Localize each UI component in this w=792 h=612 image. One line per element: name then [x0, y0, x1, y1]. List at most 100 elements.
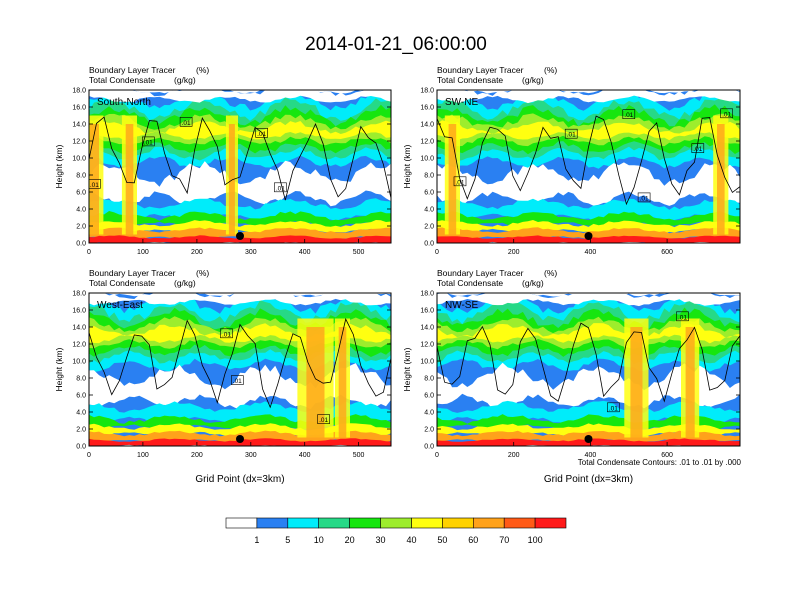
y-tick-label: 10.0 [420, 156, 434, 163]
field: .01 .01 .01 .01 .01 .01 [437, 90, 740, 243]
subtitle-tracer: Boundary Layer Tracer [437, 65, 524, 75]
y-tick-label: 12.0 [72, 139, 86, 146]
field-band-50 [437, 323, 740, 344]
colorbar-label: 60 [468, 535, 478, 545]
field-gap-top [437, 90, 740, 104]
y-axis-label: Height (km) [402, 347, 412, 391]
subtitle-condensate: Total Condensate [89, 278, 155, 288]
y-tick-label: 16.0 [72, 308, 86, 315]
y-axis-label: Height (km) [54, 144, 64, 188]
plot-frame [436, 292, 741, 447]
contour-line [89, 317, 391, 409]
contour-label: .01 [90, 182, 99, 189]
y-tick-label: 0.0 [424, 444, 434, 451]
contour-label-box [676, 311, 689, 322]
field-gap-top [89, 90, 391, 103]
x-tick-label: 500 [353, 452, 365, 459]
subtitle-condensate-unit: (g/kg) [174, 278, 196, 288]
contour-label-box [231, 375, 244, 385]
contour-line [89, 116, 391, 201]
colorbar-swatch [411, 517, 443, 529]
convective-plume-core [448, 124, 457, 235]
colorbar-swatch [442, 517, 474, 529]
contour-label-box [607, 402, 620, 413]
colorbar-swatch [318, 517, 350, 529]
contour-label-box [89, 179, 101, 189]
colorbar-label: 5 [285, 535, 290, 545]
panel-top-left: .01 .01 .01 .01 .01 Boundary Layer Tracer (%) T… [54, 65, 392, 256]
figure-title: 2014-01-21_06:00:00 [305, 34, 487, 55]
y-tick-label: 6.0 [424, 393, 434, 400]
y-tick-label: 10.0 [420, 359, 434, 366]
field-gap-top [89, 293, 391, 306]
contour-label: .01 [678, 314, 687, 321]
contour-label: .01 [624, 112, 633, 119]
field-band-50 [437, 120, 740, 141]
subtitle-tracer: Boundary Layer Tracer [89, 65, 176, 75]
y-tick-label: 16.0 [420, 308, 434, 315]
x-tick-label: 100 [137, 249, 149, 256]
contour-label-box [274, 182, 287, 193]
cross-section-marker [584, 232, 593, 240]
y-tick-label: 0.0 [76, 241, 86, 248]
subtitle-condensate: Total Condensate [437, 75, 503, 85]
region-label: SW-NE [445, 97, 478, 108]
x-tick-label: 400 [585, 249, 597, 256]
panel-bottom-left: .01 .01 .01 Boundary Layer Tracer (%) Total C… [54, 268, 392, 485]
x-tick-label: 0 [435, 452, 439, 459]
colorbar-swatch [472, 517, 505, 529]
colorbar: 1 5 10 20 30 40 50 60 70 100 [225, 517, 567, 545]
y-tick-label: 0.0 [76, 444, 86, 451]
y-tick-label: 2.0 [424, 427, 434, 434]
convective-plume-core [306, 327, 325, 438]
plot-frame [436, 89, 741, 244]
contour-label-box [622, 109, 636, 119]
x-tick-label: 0 [435, 249, 439, 256]
contour-label-box [255, 128, 268, 138]
plot-frame [88, 89, 392, 244]
y-tick-label: 8.0 [76, 376, 86, 383]
x-tick-label: 100 [137, 452, 149, 459]
field-band-low-30 [89, 211, 391, 228]
convective-plume-core [685, 327, 695, 438]
y-axis-label: Height (km) [54, 347, 64, 391]
y-tick-label: 16.0 [72, 105, 86, 112]
contour-line [437, 322, 740, 403]
x-axis-label: Grid Point (dx=3km) [195, 474, 284, 485]
contour-note: Total Condensate Contours: .01 to .01 by… [578, 458, 742, 467]
field-gap-1 [437, 162, 740, 206]
x-tick-label: 400 [299, 249, 311, 256]
contour-label: .01 [319, 417, 328, 424]
y-tick-label: 2.0 [424, 224, 434, 231]
y-tick-label: 2.0 [76, 224, 86, 231]
field-band-40 [89, 113, 391, 146]
field-gap-1 [89, 160, 391, 208]
convective-plume-core [630, 327, 643, 438]
subtitle-condensate: Total Condensate [89, 75, 155, 85]
y-tick-label: 12.0 [420, 342, 434, 349]
region-label: South-North [97, 97, 151, 108]
subtitle-tracer-unit: (%) [544, 268, 557, 278]
contour-label: .01 [276, 185, 285, 192]
colorbar-swatch [349, 517, 381, 529]
y-tick-label: 16.0 [420, 105, 434, 112]
subtitle-tracer: Boundary Layer Tracer [437, 268, 524, 278]
y-tick-label: 14.0 [420, 122, 434, 129]
contour-label: .01 [222, 331, 231, 338]
y-tick-label: 6.0 [76, 190, 86, 197]
colorbar-label: 40 [406, 535, 416, 545]
field-band-50 [89, 120, 391, 141]
subtitle-tracer-unit: (%) [196, 65, 209, 75]
y-tick-label: 14.0 [72, 122, 86, 129]
field: .01 .01 .01 [89, 293, 391, 446]
contour-label: .01 [609, 405, 618, 412]
x-tick-label: 0 [87, 249, 91, 256]
y-axis-label: Height (km) [402, 144, 412, 188]
x-tick-label: 300 [245, 452, 257, 459]
x-tick-label: 200 [191, 452, 203, 459]
subtitle-tracer: Boundary Layer Tracer [89, 268, 176, 278]
convective-plume-core [338, 327, 347, 438]
x-tick-label: 500 [353, 249, 365, 256]
y-tick-label: 6.0 [424, 190, 434, 197]
